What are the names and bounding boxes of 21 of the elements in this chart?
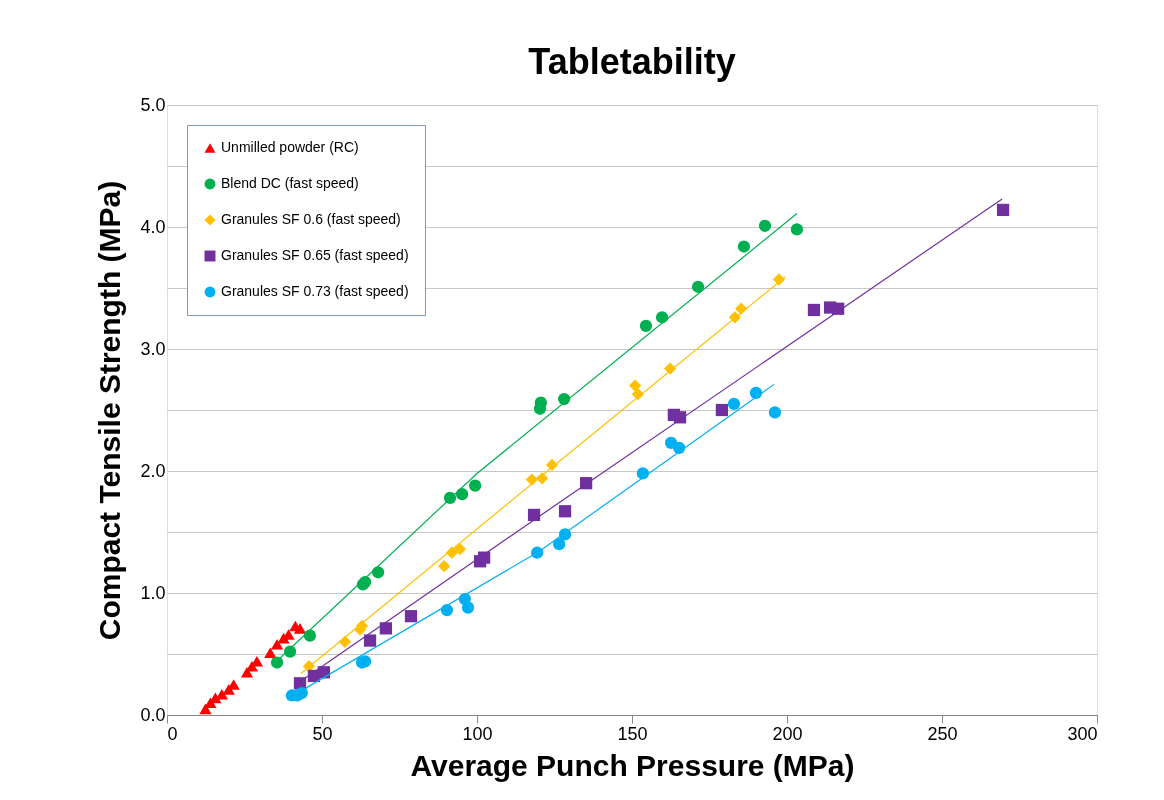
y-tick-label: 0.0 — [140, 704, 166, 725]
x-tick-label: 50 — [312, 723, 333, 744]
x-tick-label: 100 — [462, 723, 493, 744]
x-tick-label: 150 — [617, 723, 648, 744]
x-axis-title: Average Punch Pressure (MPa) — [410, 748, 855, 782]
chart-title: Tabletability — [528, 41, 736, 82]
x-tick-label: 0 — [167, 723, 178, 744]
y-tick-label: 1.0 — [140, 582, 166, 603]
legend-label: Granules SF 0.73 (fast speed) — [221, 283, 409, 299]
x-tick-label: 200 — [772, 723, 803, 744]
x-tick-label: 300 — [1067, 723, 1098, 744]
y-tick-label: 2.0 — [140, 460, 166, 481]
legend-label: Granules SF 0.6 (fast speed) — [221, 211, 401, 227]
y-axis-title: Compact Tensile Strength (MPa) — [93, 180, 127, 641]
legend-label: Blend DC (fast speed) — [221, 175, 359, 191]
x-tick-label: 250 — [927, 723, 958, 744]
legend-label: Unmilled powder (RC) — [221, 139, 359, 155]
legend-label: Granules SF 0.65 (fast speed) — [221, 247, 409, 263]
y-tick-label: 3.0 — [140, 338, 166, 359]
y-tick-label: 5.0 — [140, 94, 166, 115]
y-tick-label: 4.0 — [140, 216, 166, 237]
